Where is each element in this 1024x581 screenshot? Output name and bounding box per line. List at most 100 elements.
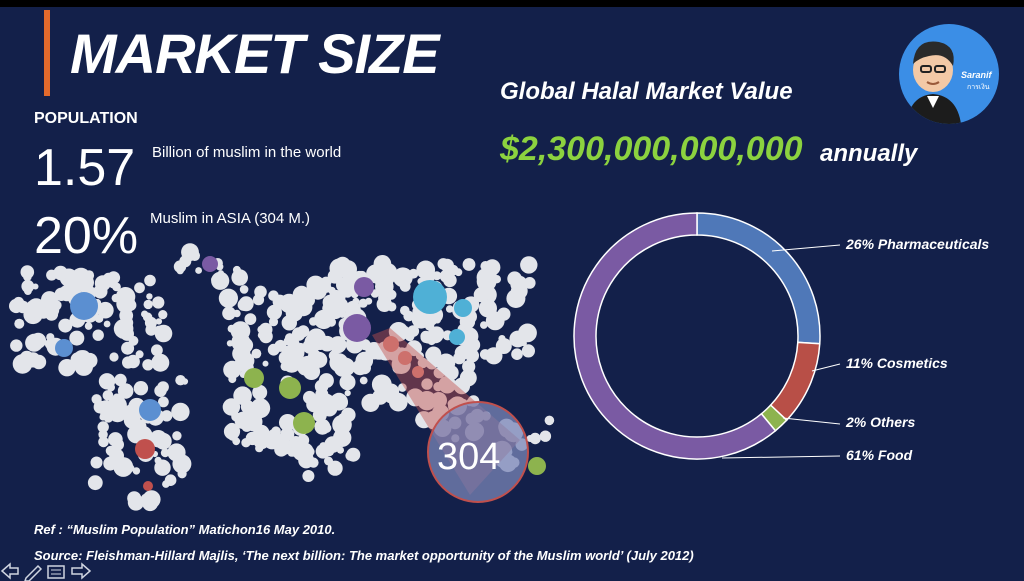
map-dot-highlight — [383, 336, 399, 352]
map-dot — [523, 277, 536, 289]
map-dot — [268, 317, 279, 327]
donut-segment-cosmetics — [769, 341, 821, 422]
map-dot — [69, 330, 85, 346]
map-dot — [372, 389, 388, 405]
map-dot — [510, 282, 528, 300]
map-dot-highlight — [135, 439, 155, 459]
map-dot — [479, 349, 491, 360]
map-dot — [109, 352, 119, 362]
map-dot — [58, 359, 76, 377]
donut-segment-food — [573, 212, 777, 460]
map-dot — [108, 432, 123, 447]
map-dot — [44, 338, 56, 350]
map-dot — [46, 269, 58, 281]
map-dot — [266, 304, 282, 320]
map-dot — [51, 300, 62, 311]
map-dot — [54, 287, 68, 301]
map-dot — [164, 474, 177, 486]
source-text: Source: Fleishman-Hillard Majlis, ‘The n… — [34, 548, 694, 563]
reference-text: Ref : “Muslim Population” Matichon16 May… — [34, 522, 336, 537]
map-dot — [443, 273, 457, 288]
map-dot — [25, 333, 44, 352]
map-dot — [544, 415, 555, 426]
map-dot — [100, 428, 107, 436]
map-dot — [392, 361, 405, 374]
map-dot — [311, 351, 328, 368]
map-dot — [376, 265, 389, 277]
back-arrow-icon[interactable] — [0, 562, 19, 580]
map-dot — [211, 276, 218, 283]
map-dot — [45, 305, 52, 313]
map-dot — [454, 345, 470, 361]
map-dot — [116, 294, 136, 314]
market-value: $2,300,000,000,000 — [500, 130, 803, 168]
map-dot — [462, 258, 476, 271]
map-dot — [87, 475, 103, 491]
map-dot — [529, 432, 541, 445]
map-dot — [92, 329, 104, 341]
map-dot — [171, 402, 190, 422]
map-dot — [434, 316, 441, 324]
map-dot — [306, 275, 325, 294]
map-dot — [328, 350, 340, 361]
map-dot — [23, 272, 32, 282]
map-dot — [267, 343, 280, 356]
map-dot — [254, 285, 267, 299]
forward-arrow-icon[interactable] — [71, 562, 92, 580]
map-dot — [154, 459, 171, 476]
map-dot — [114, 373, 127, 387]
map-dot — [328, 340, 336, 347]
pen-icon[interactable] — [24, 564, 43, 581]
map-dot — [302, 470, 315, 482]
asia-callout-bubble — [427, 401, 529, 503]
map-dot — [53, 265, 68, 281]
avatar-badge-sub: การเงิน — [967, 84, 990, 91]
map-dot — [397, 325, 410, 338]
market-title: Global Halal Market Value — [500, 78, 793, 105]
slides-icon[interactable] — [47, 565, 65, 579]
map-dot — [105, 445, 116, 456]
map-dot — [332, 414, 352, 435]
map-dot — [233, 386, 252, 405]
map-dot — [167, 443, 186, 462]
map-dot-highlight — [143, 481, 153, 491]
map-dot — [157, 381, 169, 393]
map-dot — [121, 341, 135, 355]
map-dot — [145, 324, 157, 336]
map-dot — [326, 317, 336, 327]
map-dot — [227, 430, 238, 441]
map-dot-highlight — [279, 377, 301, 399]
map-dot — [480, 321, 488, 329]
donut-segment-pharmaceuticals — [696, 212, 821, 345]
map-dot — [232, 265, 241, 274]
map-dot — [141, 310, 149, 318]
map-dot — [189, 250, 200, 261]
world-map — [9, 243, 555, 512]
map-dot — [438, 375, 457, 394]
map-dot — [237, 352, 255, 370]
map-dot — [339, 260, 357, 278]
map-dot — [318, 404, 326, 413]
map-dot — [195, 267, 203, 274]
map-dot — [344, 390, 351, 397]
map-dot — [132, 467, 141, 475]
map-dot-highlight — [293, 412, 315, 434]
map-dot — [172, 431, 182, 441]
map-dot — [144, 274, 156, 287]
map-dot — [31, 354, 47, 370]
map-dot — [421, 378, 433, 390]
map-dot-highlight — [354, 277, 374, 297]
map-dot — [78, 279, 91, 293]
map-dot — [145, 501, 152, 508]
map-dot — [281, 345, 295, 359]
map-dot — [430, 392, 448, 409]
map-dot — [102, 304, 111, 312]
map-dot — [226, 340, 234, 347]
map-dot — [317, 445, 326, 455]
map-dot — [244, 313, 257, 325]
map-dot-highlight — [528, 457, 546, 475]
map-dot — [466, 338, 481, 352]
asia-callout-value: 304 — [437, 436, 501, 478]
map-dot — [245, 431, 260, 446]
map-dot — [268, 290, 279, 301]
